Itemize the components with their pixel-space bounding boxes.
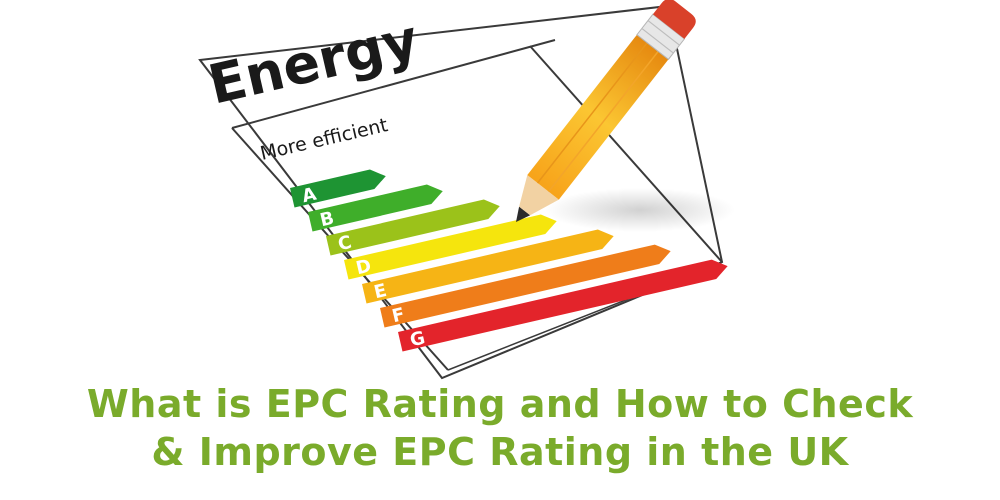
rating-band-f: F — [380, 244, 671, 328]
rating-band-letter: F — [390, 304, 407, 327]
rating-band-letter: D — [354, 255, 373, 279]
rating-band-e: E — [362, 229, 614, 304]
rating-band-bar — [326, 199, 500, 256]
rating-band-a: A — [290, 169, 386, 208]
rating-band-bar — [290, 169, 386, 208]
rating-band-letter: E — [372, 280, 389, 303]
rating-band-letter: C — [336, 232, 354, 255]
rating-band-letter: B — [318, 208, 336, 232]
rating-band-bar — [398, 259, 728, 352]
rating-band-c: C — [326, 199, 500, 256]
rating-band-letter: G — [408, 327, 427, 351]
pencil-icon — [516, 0, 696, 222]
rating-band-b: B — [308, 184, 443, 232]
rating-band-bar — [380, 244, 671, 328]
rating-band-g: G — [398, 259, 728, 352]
rating-band-bar — [308, 184, 443, 232]
rating-band-bar — [362, 229, 614, 304]
rating-band-letter: A — [300, 184, 318, 208]
headline: What is EPC Rating and How to Check & Im… — [0, 380, 1000, 500]
headline-line-2: & Improve EPC Rating in the UK — [151, 430, 849, 474]
rating-band-d: D — [344, 214, 557, 280]
rating-band-bar — [344, 214, 557, 280]
headline-line-1: What is EPC Rating and How to Check — [86, 382, 914, 426]
